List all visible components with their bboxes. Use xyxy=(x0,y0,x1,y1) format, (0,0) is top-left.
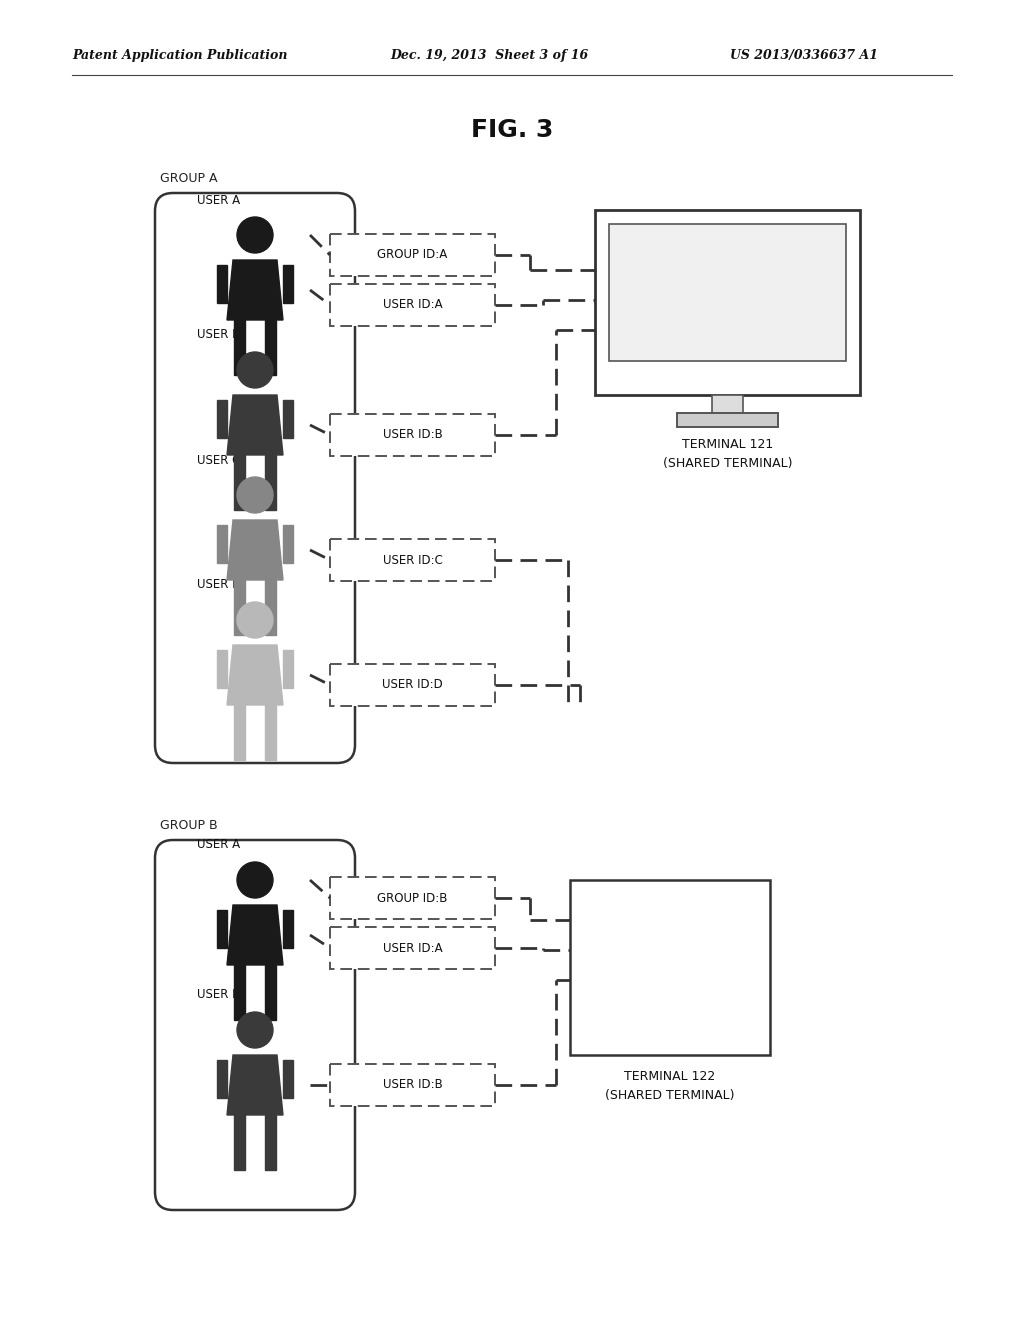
Text: USER ID:B: USER ID:B xyxy=(383,1078,442,1092)
Bar xyxy=(330,1064,495,1106)
Text: GROUP ID:B: GROUP ID:B xyxy=(377,891,447,904)
Text: GROUP A: GROUP A xyxy=(160,172,217,185)
Circle shape xyxy=(237,477,273,513)
Bar xyxy=(265,1115,275,1170)
Bar xyxy=(234,319,245,375)
Bar xyxy=(330,414,495,455)
Bar xyxy=(330,927,495,969)
Circle shape xyxy=(237,352,273,388)
Bar xyxy=(570,880,770,1055)
Bar xyxy=(217,400,227,438)
Text: USER ID:A: USER ID:A xyxy=(383,941,442,954)
Polygon shape xyxy=(227,260,283,319)
FancyBboxPatch shape xyxy=(155,193,355,763)
Bar xyxy=(265,705,275,760)
Circle shape xyxy=(237,862,273,898)
Circle shape xyxy=(237,602,273,638)
Bar xyxy=(234,1115,245,1170)
Text: USER B: USER B xyxy=(197,989,241,1002)
Text: USER ID:C: USER ID:C xyxy=(383,553,442,566)
Circle shape xyxy=(237,1012,273,1048)
Text: Dec. 19, 2013  Sheet 3 of 16: Dec. 19, 2013 Sheet 3 of 16 xyxy=(390,49,588,62)
Text: (SHARED TERMINAL): (SHARED TERMINAL) xyxy=(605,1089,735,1101)
Bar xyxy=(265,579,275,635)
Bar xyxy=(330,876,495,919)
Bar xyxy=(234,965,245,1020)
Polygon shape xyxy=(227,906,283,965)
Polygon shape xyxy=(227,645,283,705)
Bar xyxy=(234,579,245,635)
Text: (SHARED TERMINAL): (SHARED TERMINAL) xyxy=(663,457,793,470)
Text: USER D: USER D xyxy=(197,578,242,591)
Text: USER A: USER A xyxy=(197,838,240,851)
Bar xyxy=(330,539,495,581)
Bar xyxy=(595,210,860,395)
Bar xyxy=(330,664,495,706)
Polygon shape xyxy=(227,1055,283,1115)
Bar xyxy=(217,909,227,948)
Bar xyxy=(330,234,495,276)
Bar xyxy=(712,395,743,413)
Bar xyxy=(677,413,778,426)
Text: US 2013/0336637 A1: US 2013/0336637 A1 xyxy=(730,49,878,62)
Circle shape xyxy=(237,216,273,253)
Bar xyxy=(609,224,846,360)
Polygon shape xyxy=(227,520,283,579)
Text: USER ID:B: USER ID:B xyxy=(383,429,442,441)
Bar xyxy=(265,455,275,510)
Text: Patent Application Publication: Patent Application Publication xyxy=(72,49,288,62)
Bar xyxy=(217,649,227,688)
Bar xyxy=(265,965,275,1020)
Bar xyxy=(283,525,293,564)
Text: USER A: USER A xyxy=(197,194,240,206)
Bar xyxy=(217,265,227,304)
Polygon shape xyxy=(227,395,283,455)
Text: TERMINAL 121: TERMINAL 121 xyxy=(682,438,773,451)
Text: GROUP ID:A: GROUP ID:A xyxy=(378,248,447,261)
FancyBboxPatch shape xyxy=(155,840,355,1210)
Text: TERMINAL 122: TERMINAL 122 xyxy=(625,1071,716,1084)
Bar xyxy=(283,649,293,688)
Text: USER B: USER B xyxy=(197,329,241,342)
Bar xyxy=(234,705,245,760)
Text: USER C: USER C xyxy=(197,454,241,466)
Text: FIG. 3: FIG. 3 xyxy=(471,117,553,143)
Text: USER ID:A: USER ID:A xyxy=(383,298,442,312)
Bar xyxy=(217,1060,227,1098)
Bar xyxy=(283,265,293,304)
Bar xyxy=(265,319,275,375)
Text: USER ID:D: USER ID:D xyxy=(382,678,442,692)
Bar xyxy=(283,1060,293,1098)
Bar xyxy=(330,284,495,326)
Bar xyxy=(283,400,293,438)
Text: GROUP B: GROUP B xyxy=(160,818,218,832)
Bar xyxy=(234,455,245,510)
Bar xyxy=(217,525,227,564)
Bar xyxy=(283,909,293,948)
